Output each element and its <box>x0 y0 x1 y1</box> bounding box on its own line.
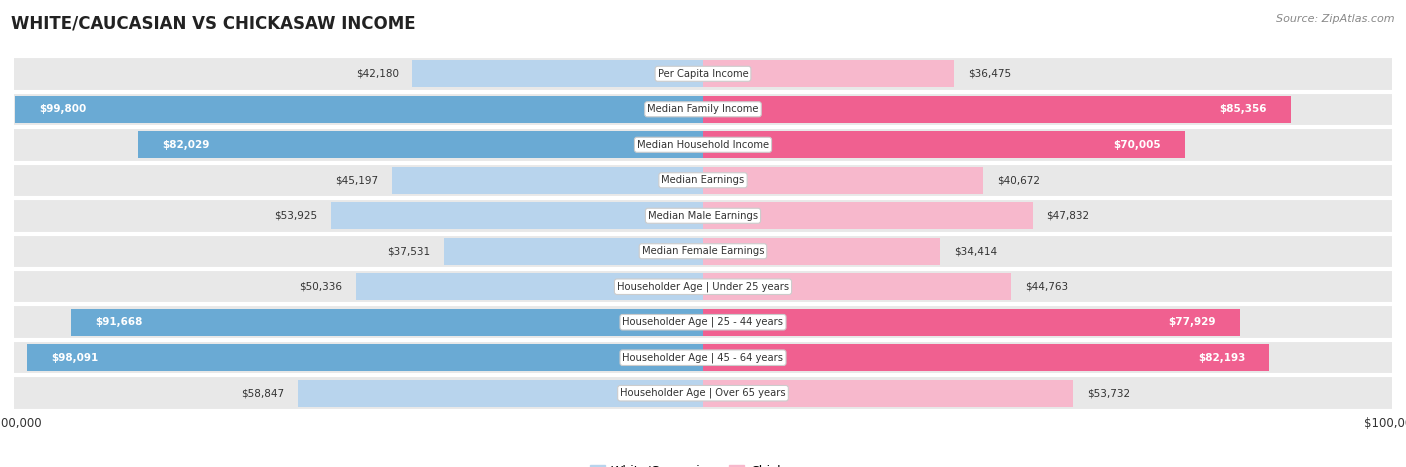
Bar <box>298 380 703 406</box>
Bar <box>27 345 703 371</box>
Text: $82,193: $82,193 <box>1198 353 1246 363</box>
Bar <box>72 309 703 335</box>
Text: $50,336: $50,336 <box>299 282 343 292</box>
Text: $53,925: $53,925 <box>274 211 318 221</box>
Bar <box>14 163 1392 198</box>
Text: $58,847: $58,847 <box>240 388 284 398</box>
Text: $77,929: $77,929 <box>1168 317 1216 327</box>
Text: Householder Age | 25 - 44 years: Householder Age | 25 - 44 years <box>623 317 783 327</box>
Text: $47,832: $47,832 <box>1046 211 1090 221</box>
Bar <box>14 304 1392 340</box>
Text: $53,732: $53,732 <box>1087 388 1130 398</box>
Text: $91,668: $91,668 <box>96 317 143 327</box>
Bar <box>412 60 703 87</box>
Text: $40,672: $40,672 <box>997 175 1040 185</box>
Bar <box>703 309 1240 335</box>
Bar <box>14 375 1392 411</box>
Bar <box>703 380 1073 406</box>
Text: Householder Age | Under 25 years: Householder Age | Under 25 years <box>617 282 789 292</box>
Bar <box>356 274 703 300</box>
Bar <box>703 96 1291 123</box>
Bar <box>14 127 1392 163</box>
Text: Median Earnings: Median Earnings <box>661 175 745 185</box>
Bar <box>703 132 1185 158</box>
Bar <box>14 269 1392 304</box>
Text: Median Family Income: Median Family Income <box>647 104 759 114</box>
Bar <box>444 238 703 264</box>
Bar <box>703 238 941 264</box>
Bar <box>332 203 703 229</box>
Legend: White/Caucasian, Chickasaw: White/Caucasian, Chickasaw <box>585 460 821 467</box>
Text: $98,091: $98,091 <box>52 353 98 363</box>
Bar <box>14 56 1392 92</box>
Text: $42,180: $42,180 <box>356 69 399 79</box>
Text: Median Household Income: Median Household Income <box>637 140 769 150</box>
Bar <box>703 60 955 87</box>
Bar <box>14 198 1392 234</box>
Text: $34,414: $34,414 <box>953 246 997 256</box>
Text: Per Capita Income: Per Capita Income <box>658 69 748 79</box>
Bar <box>14 340 1392 375</box>
Text: Householder Age | Over 65 years: Householder Age | Over 65 years <box>620 388 786 398</box>
Text: Median Female Earnings: Median Female Earnings <box>641 246 765 256</box>
Text: Source: ZipAtlas.com: Source: ZipAtlas.com <box>1277 14 1395 24</box>
Bar <box>703 274 1011 300</box>
Text: $37,531: $37,531 <box>388 246 430 256</box>
Text: $99,800: $99,800 <box>39 104 87 114</box>
Bar <box>392 167 703 193</box>
Bar <box>703 345 1270 371</box>
Text: $82,029: $82,029 <box>162 140 209 150</box>
Bar <box>14 234 1392 269</box>
Text: Householder Age | 45 - 64 years: Householder Age | 45 - 64 years <box>623 353 783 363</box>
Text: $44,763: $44,763 <box>1025 282 1069 292</box>
Text: $45,197: $45,197 <box>335 175 378 185</box>
Text: $36,475: $36,475 <box>969 69 1011 79</box>
Text: $85,356: $85,356 <box>1219 104 1267 114</box>
Text: WHITE/CAUCASIAN VS CHICKASAW INCOME: WHITE/CAUCASIAN VS CHICKASAW INCOME <box>11 14 416 32</box>
Bar <box>15 96 703 123</box>
Bar <box>703 167 983 193</box>
Bar <box>703 203 1032 229</box>
Bar <box>14 92 1392 127</box>
Text: $70,005: $70,005 <box>1114 140 1161 150</box>
Bar <box>138 132 703 158</box>
Text: Median Male Earnings: Median Male Earnings <box>648 211 758 221</box>
